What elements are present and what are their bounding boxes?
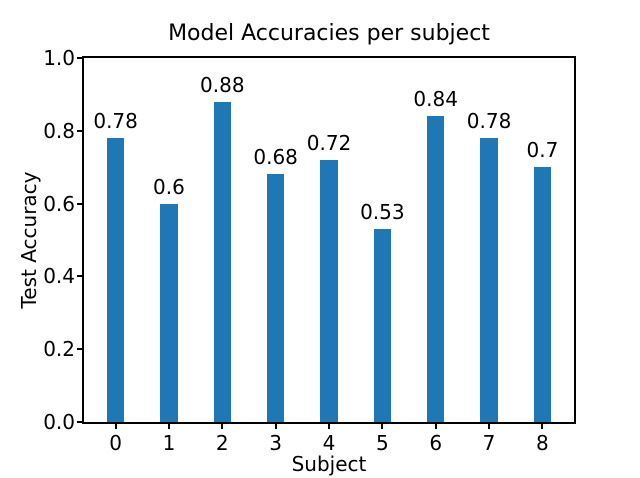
x-tick-label: 1 [162,431,176,455]
bar-subject-6 [426,116,445,422]
x-tick-mark [541,424,544,429]
y-tick-label: 0.0 [43,410,75,434]
x-tick-mark [434,424,437,429]
y-tick-label: 0.8 [43,118,75,143]
y-tick-label: 1.0 [43,46,75,70]
y-tick-label: 0.6 [43,191,75,216]
x-tick-mark [274,424,277,429]
bar-value-label: 0.88 [200,72,245,97]
x-tick-mark [221,424,224,429]
x-tick-mark [167,424,170,429]
y-tick-mark [77,275,82,278]
bar-subject-3 [266,174,285,422]
x-tick-mark [114,424,117,429]
bar-value-label: 0.78 [466,109,512,134]
bar-subject-2 [213,101,232,422]
bar-subject-5 [373,229,392,422]
y-tick-mark [77,202,82,205]
x-tick-label: 6 [429,431,443,455]
x-tick-mark [488,424,491,429]
x-tick-label: 2 [215,431,229,455]
y-tick-label: 0.2 [43,337,75,362]
bar-subject-4 [320,159,338,422]
bar-value-label: 0.72 [306,130,352,155]
x-axis-label: Subject [291,452,367,476]
y-tick-mark [77,129,82,132]
bar-subject-0 [106,138,125,422]
plot-area: 0.78 0 0.6 1 0.88 2 0.68 3 0.72 4 0.53 5 0.84 6 0.78 7 0… [43,46,576,455]
y-tick-mark [77,348,82,351]
x-tick-mark [328,424,330,429]
bar-value-label: 0.68 [253,145,298,170]
y-tick-mark [77,421,82,423]
x-tick-label: 3 [269,431,282,455]
chart-title: Model Accuracies per subject [168,21,490,46]
bar-value-label: 0.78 [93,109,138,134]
y-tick-mark [77,57,82,59]
bar-subject-7 [480,138,498,422]
bar-value-label: 0.7 [526,138,559,163]
bar-value-label: 0.6 [153,174,185,199]
x-tick-label: 5 [375,431,389,455]
x-tick-label: 7 [482,431,496,455]
x-tick-label: 8 [536,431,549,455]
x-tick-mark [381,424,384,429]
bar-value-label: 0.53 [360,200,405,225]
x-tick-label: 0 [109,431,122,455]
bar-value-label: 0.84 [413,87,458,112]
bar-subject-1 [160,203,178,422]
y-tick-label: 0.4 [43,264,75,289]
x-tick-label: 4 [322,431,336,455]
bar-subject-8 [533,167,552,422]
